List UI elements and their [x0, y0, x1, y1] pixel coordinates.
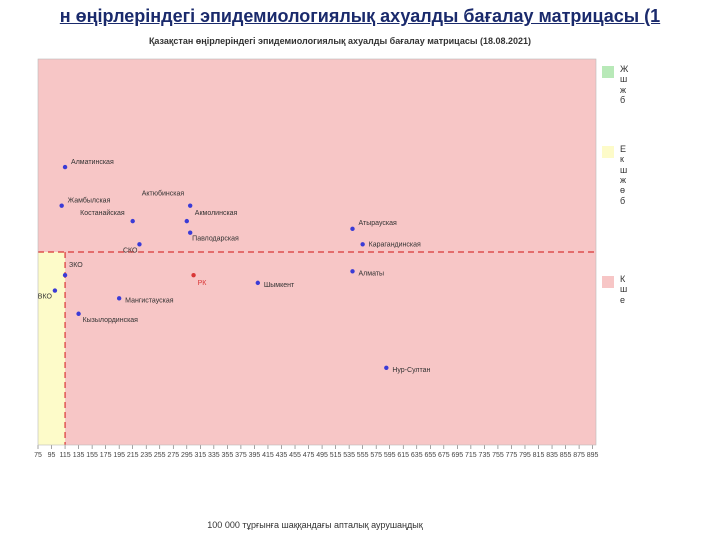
point-РК: [191, 273, 195, 277]
svg-text:635: 635: [411, 452, 423, 459]
svg-text:235: 235: [140, 452, 152, 459]
svg-text:415: 415: [262, 452, 274, 459]
svg-text:95: 95: [48, 452, 56, 459]
legend-text: Кше: [620, 274, 720, 305]
chart-svg: 75 95115135155175195215235255275295315335…: [30, 55, 600, 475]
point-Павлодарская: [188, 231, 192, 235]
point-label-ЗКО: ЗКО: [69, 262, 83, 269]
svg-text:575: 575: [370, 452, 382, 459]
svg-text:135: 135: [73, 452, 85, 459]
svg-text:395: 395: [249, 452, 261, 459]
svg-text:175: 175: [100, 452, 112, 459]
point-ЗКО: [63, 273, 67, 277]
svg-text:375: 375: [235, 452, 247, 459]
point-label-ВКО: ВКО: [38, 294, 53, 301]
point-label-Кызылординская: Кызылординская: [83, 317, 139, 324]
svg-text:355: 355: [222, 452, 234, 459]
svg-text:515: 515: [330, 452, 342, 459]
svg-text:215: 215: [127, 452, 139, 459]
point-Костанайская: [130, 219, 134, 223]
svg-text:555: 555: [357, 452, 369, 459]
svg-text:335: 335: [208, 452, 220, 459]
legend-swatch: [602, 276, 614, 288]
svg-text:735: 735: [479, 452, 491, 459]
svg-text:895: 895: [587, 452, 599, 459]
point-label-СКО: СКО: [123, 247, 138, 254]
legend-item-2: Кше: [616, 270, 720, 309]
legend-swatch: [602, 66, 614, 78]
svg-text:535: 535: [343, 452, 355, 459]
point-label-Шымкент: Шымкент: [264, 282, 295, 289]
svg-text:295: 295: [181, 452, 193, 459]
svg-text:435: 435: [276, 452, 288, 459]
svg-text:855: 855: [560, 452, 572, 459]
point-Шымкент: [256, 281, 260, 285]
svg-text:615: 615: [397, 452, 409, 459]
point-label-Акмолинская: Акмолинская: [195, 210, 238, 217]
svg-text:115: 115: [59, 452, 70, 459]
svg-text:695: 695: [452, 452, 464, 459]
svg-text:795: 795: [519, 452, 531, 459]
point-label-Костанайская: Костанайская: [80, 209, 125, 217]
main-title: н өңірлеріндегі эпидемиологиялық ахуалды…: [0, 6, 720, 27]
chart-title: Қазақстан өңірлеріндегі эпидемиологиялық…: [60, 36, 620, 46]
svg-text:755: 755: [492, 452, 504, 459]
point-label-Карагандинская: Карагандинская: [369, 241, 421, 248]
point-label-Мангистауская: Мангистауская: [125, 297, 174, 304]
point-label-Алматы: Алматы: [359, 270, 385, 277]
point-label-Атырауская: Атырауская: [359, 220, 397, 227]
svg-text:475: 475: [303, 452, 315, 459]
point-label-РК: РК: [198, 280, 208, 287]
legend-text: Жшжб: [620, 64, 720, 105]
point-label-Алматинская: Алматинская: [71, 159, 114, 166]
point-Атырауская: [350, 227, 354, 231]
point-Карагандинская: [360, 242, 364, 246]
svg-text:815: 815: [533, 452, 545, 459]
point-Актюбинская: [188, 203, 192, 207]
point-label-Павлодарская: Павлодарская: [192, 236, 239, 243]
svg-text:495: 495: [316, 452, 328, 459]
svg-text:155: 155: [86, 452, 98, 459]
point-СКО: [137, 242, 141, 246]
svg-text:875: 875: [573, 452, 585, 459]
svg-text:195: 195: [113, 452, 125, 459]
x-axis-label: 100 000 тұрғынға шаққандағы апталық ауру…: [30, 520, 600, 530]
svg-text:655: 655: [424, 452, 436, 459]
point-Акмолинская: [185, 219, 189, 223]
point-Алматы: [350, 269, 354, 273]
svg-text:775: 775: [506, 452, 518, 459]
point-Нур-Султан: [384, 366, 388, 370]
point-ВКО: [53, 288, 57, 292]
point-Жамбылская: [59, 203, 63, 207]
svg-text:835: 835: [546, 452, 558, 459]
svg-text:275: 275: [167, 452, 179, 459]
scatter-chart: 75 95115135155175195215235255275295315335…: [30, 55, 600, 475]
svg-text:255: 255: [154, 452, 166, 459]
svg-text:455: 455: [289, 452, 301, 459]
point-label-Жамбылская: Жамбылская: [68, 197, 111, 205]
legend-swatch: [602, 146, 614, 158]
svg-text:595: 595: [384, 452, 396, 459]
point-Мангистауская: [117, 296, 121, 300]
legend-item-1: Екшжөб: [616, 140, 720, 210]
point-Алматинская: [63, 165, 67, 169]
legend-text: Екшжөб: [620, 144, 720, 206]
legend-item-0: Жшжб: [616, 60, 720, 109]
svg-text:315: 315: [194, 452, 206, 459]
point-Кызылординская: [76, 312, 80, 316]
svg-text:715: 715: [465, 452, 477, 459]
point-label-Нур-Султан: Нур-Султан: [392, 367, 430, 374]
svg-text:675: 675: [438, 452, 450, 459]
svg-text:75: 75: [34, 452, 42, 459]
point-label-Актюбинская: Актюбинская: [142, 190, 185, 198]
